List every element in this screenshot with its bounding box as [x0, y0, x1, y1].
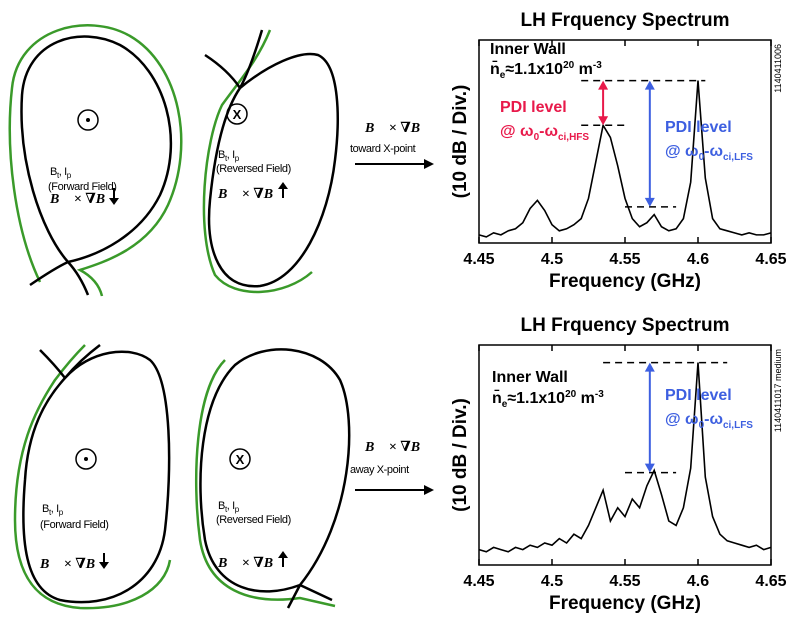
annotation: Inner Wall	[492, 369, 568, 386]
transition-label: away X-point	[350, 464, 409, 476]
drift-label: B⃗ × ∇B	[217, 187, 273, 202]
field-name: (Forward Field)	[48, 181, 117, 193]
x-axis-label: Frequency (GHz)	[549, 593, 701, 614]
arrow-head	[644, 80, 655, 90]
plasma-top-middle: X Bt, Ip (Reversed Field) B⃗ × ∇B	[202, 29, 339, 294]
field-label: Bt, Ip	[50, 166, 72, 180]
field-symbol: X	[236, 452, 245, 467]
annotation: n̄e≈1.1x1020 m-3	[492, 388, 604, 410]
transition-label: toward X-point	[350, 143, 416, 155]
x-tick-label: 4.5	[541, 251, 563, 268]
arrow-head	[644, 463, 655, 473]
shot-label: 1140411017 medium	[773, 349, 783, 432]
plasma-bottom-left: Bt, Ip (Forward Field) B⃗ × ∇B	[13, 344, 172, 610]
x-tick-label: 4.65	[755, 251, 786, 268]
x-tick-label: 4.65	[755, 573, 786, 590]
annotation: PDI level	[500, 99, 567, 116]
drift-label: B⃗ × ∇B	[364, 121, 420, 136]
drift-label: B⃗ × ∇B	[49, 192, 105, 207]
field-label: Bt, Ip	[42, 503, 64, 517]
plasma-bottom-middle: X Bt, Ip (Reversed Field) B⃗ × ∇B	[194, 348, 351, 609]
annotation: @ ω0-ωci,HFS	[500, 123, 589, 143]
annotation: PDI level	[665, 119, 732, 136]
field-name: (Forward Field)	[40, 519, 109, 531]
field-symbol: X	[233, 107, 242, 122]
shot-label: 1140411006	[773, 44, 783, 93]
transition-bottom: B⃗ × ∇B away X-point	[350, 440, 434, 495]
field-name: (Reversed Field)	[216, 514, 291, 526]
x-tick-label: 4.5	[541, 573, 563, 590]
annotation: Inner Wall	[490, 41, 566, 58]
annotation: @ ω0-ωci,LFS	[665, 411, 753, 431]
transition-top: B⃗ × ∇B toward X-point	[350, 121, 434, 169]
y-axis-label: (10 dB / Div.)	[450, 398, 471, 512]
x-tick-label: 4.55	[609, 251, 640, 268]
spectrum-line	[478, 80, 772, 238]
field-name: (Reversed Field)	[216, 163, 291, 175]
annotation: n̄e≈1.1x1020 m-3	[490, 59, 602, 81]
x-tick-label: 4.6	[687, 573, 709, 590]
drift-label: B⃗ × ∇B	[39, 557, 95, 572]
drift-label: B⃗ × ∇B	[364, 440, 420, 455]
x-tick-label: 4.6	[687, 251, 709, 268]
x-tick-label: 4.55	[609, 573, 640, 590]
chart-title: LH Frquency Spectrum	[520, 10, 729, 31]
plasma-top-left: Bt, Ip (Forward Field) B⃗ × ∇B	[8, 24, 183, 297]
field-label: Bt, Ip	[218, 500, 240, 514]
annotation: @ ω0-ωci,LFS	[665, 143, 753, 163]
spectrum-line	[478, 362, 772, 553]
x-axis-label: Frequency (GHz)	[549, 271, 701, 292]
arrow-head	[598, 80, 609, 90]
arrow-head	[644, 362, 655, 372]
annotation: PDI level	[665, 387, 732, 404]
x-tick-label: 4.45	[463, 251, 494, 268]
arrow-head	[644, 197, 655, 207]
chart-title: LH Frquency Spectrum	[520, 315, 729, 336]
field-label: Bt, Ip	[218, 149, 240, 163]
y-axis-label: (10 dB / Div.)	[450, 85, 471, 199]
x-tick-label: 4.45	[463, 573, 494, 590]
drift-label: B⃗ × ∇B	[217, 556, 273, 571]
arrow-head	[598, 116, 609, 126]
